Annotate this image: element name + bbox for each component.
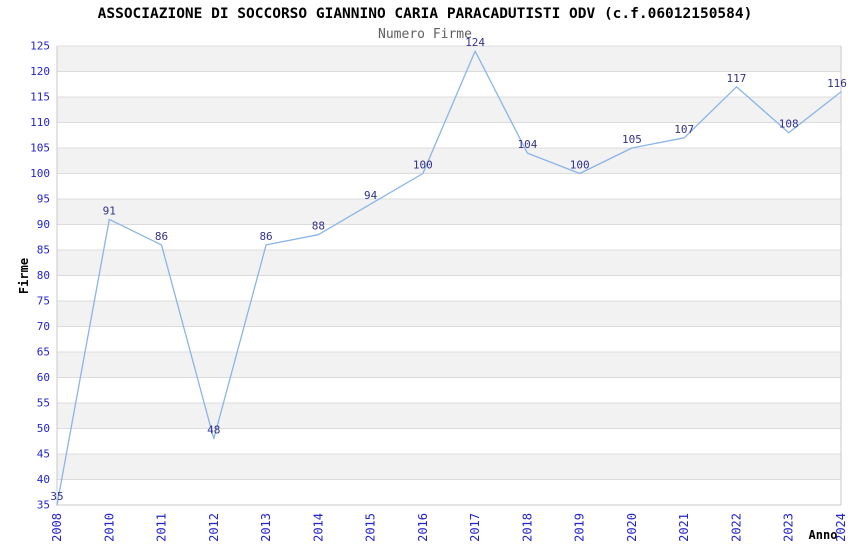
data-point-label: 86 (259, 230, 272, 243)
x-tick-label: 2016 (416, 513, 430, 542)
data-point-label: 86 (155, 230, 168, 243)
data-point-label: 100 (413, 159, 433, 172)
data-point-label: 104 (517, 138, 537, 151)
y-tick-label: 100 (30, 167, 50, 180)
x-tick-label: 2018 (520, 513, 534, 542)
y-tick-label: 60 (37, 371, 50, 384)
data-point-label: 48 (207, 424, 220, 437)
plot-band (57, 250, 841, 276)
data-point-label: 124 (465, 36, 485, 49)
x-tick-label: 2019 (573, 513, 587, 542)
data-point-label: 94 (364, 189, 378, 202)
x-tick-label: 2010 (102, 513, 116, 542)
y-tick-label: 40 (37, 473, 50, 486)
plot-band (57, 46, 841, 72)
y-tick-label: 120 (30, 65, 50, 78)
x-tick-label: 2011 (155, 513, 169, 542)
y-tick-label: 35 (37, 499, 50, 512)
y-tick-label: 95 (37, 193, 50, 206)
plot-band (57, 301, 841, 327)
data-point-label: 108 (779, 118, 799, 131)
x-axis-title: Anno (808, 528, 838, 542)
x-tick-label: 2023 (782, 513, 796, 542)
x-tick-label: 2017 (468, 513, 482, 542)
plot-band (57, 199, 841, 225)
plot-band (57, 403, 841, 429)
y-tick-label: 115 (30, 91, 50, 104)
x-tick-label: 2013 (259, 513, 273, 542)
x-tick-label: 2024 (834, 513, 848, 542)
data-point-label: 100 (570, 159, 590, 172)
y-tick-label: 75 (37, 295, 50, 308)
y-tick-label: 110 (30, 116, 50, 129)
x-tick-label: 2020 (625, 513, 639, 542)
y-tick-label: 70 (37, 320, 50, 333)
y-tick-label: 55 (37, 397, 50, 410)
chart-title: ASSOCIAZIONE DI SOCCORSO GIANNINO CARIA … (97, 6, 753, 22)
plot-band (57, 97, 841, 123)
chart-subtitle: Numero Firme (378, 27, 472, 42)
x-tick-label: 2015 (364, 513, 378, 542)
y-tick-label: 45 (37, 448, 50, 461)
y-tick-label: 85 (37, 244, 50, 257)
y-tick-label: 65 (37, 346, 50, 359)
y-tick-label: 90 (37, 218, 50, 231)
plot-band (57, 454, 841, 480)
data-point-label: 88 (312, 220, 325, 233)
x-tick-label: 2012 (207, 513, 221, 542)
data-point-label: 105 (622, 133, 642, 146)
y-tick-label: 105 (30, 142, 50, 155)
x-tick-label: 2022 (730, 513, 744, 542)
data-point-label: 35 (50, 490, 63, 503)
data-point-label: 117 (727, 72, 747, 85)
x-tick-label: 2021 (677, 513, 691, 542)
y-tick-label: 50 (37, 422, 50, 435)
data-point-label: 116 (827, 77, 847, 90)
data-point-label: 91 (103, 204, 116, 217)
series-line (56, 50, 842, 506)
plot-band (57, 352, 841, 378)
x-tick-label: 2008 (50, 513, 64, 542)
plot-band (57, 148, 841, 174)
x-tick-label: 2014 (311, 513, 325, 542)
data-point-label: 107 (674, 123, 694, 136)
y-tick-label: 125 (30, 40, 50, 53)
y-tick-label: 80 (37, 269, 50, 282)
